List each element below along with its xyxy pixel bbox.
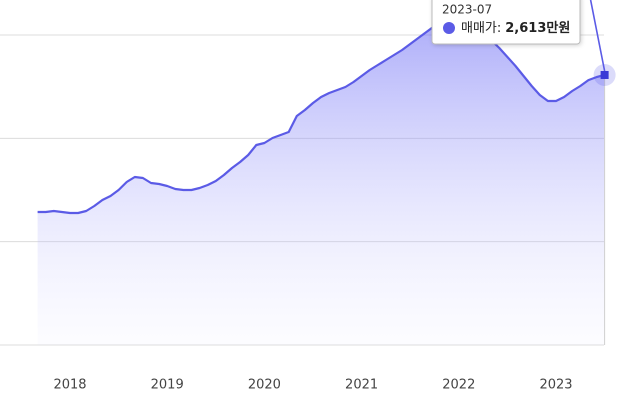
plot-area (37, 24, 606, 345)
tooltip-dot (443, 22, 455, 34)
tooltip-title: 2023-07 (442, 3, 492, 17)
line (37, 24, 605, 215)
x-tick-label: 2018 (53, 378, 86, 393)
x-tick-label: 2023 (539, 378, 572, 393)
highlight-point (600, 70, 609, 79)
x-tick-label: 2022 (442, 378, 475, 393)
x-axis: 2018 2019 2020 2021 2022 2023 (53, 378, 572, 393)
tooltip-pointer (589, 0, 606, 72)
tooltip-value: 2,613만원 (505, 20, 570, 36)
tooltip-label: 매매가: (461, 21, 501, 36)
tooltip-box (431, 0, 581, 45)
area-fill (37, 26, 605, 345)
x-tick-label: 2020 (248, 378, 281, 393)
tooltip-text: 매매가: 2,613만원 (461, 20, 570, 36)
tooltip: 2023-07 매매가: 2,613만원 (431, 0, 616, 86)
x-tick-label: 2021 (345, 378, 378, 393)
x-tick-label: 2019 (151, 378, 184, 393)
